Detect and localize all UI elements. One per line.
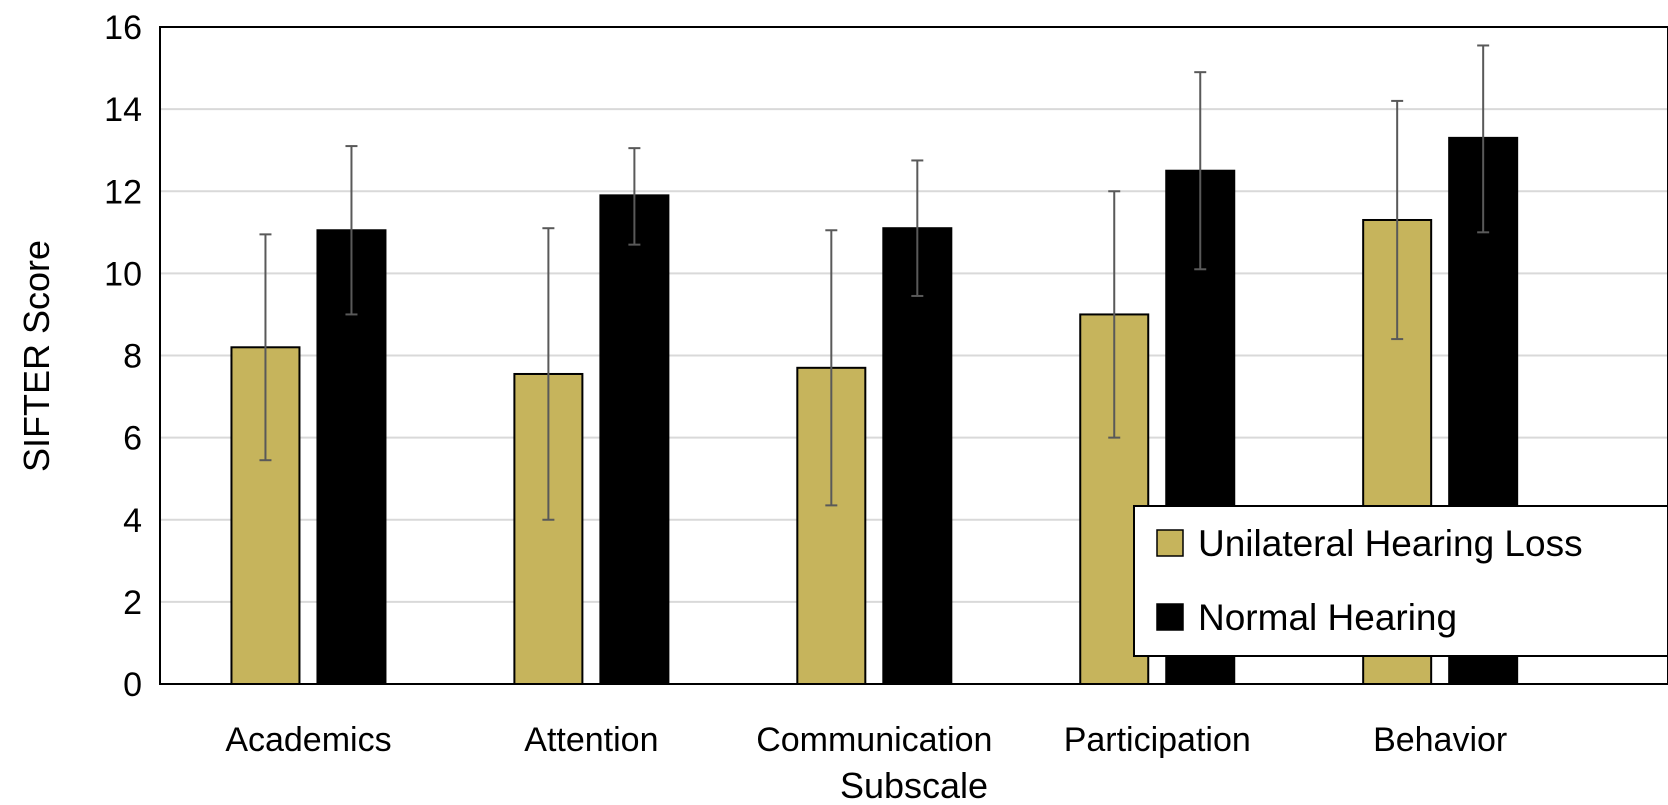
y-tick-label: 12: [104, 173, 142, 211]
bar: [599, 194, 670, 685]
x-tick-label: Behavior: [1373, 721, 1507, 759]
bar: [882, 227, 953, 686]
x-tick-label: Communication: [756, 721, 992, 759]
x-axis-title: Subscale: [840, 765, 988, 805]
legend-swatch-nh: [1156, 603, 1184, 631]
y-axis-title: SIFTER Score: [16, 240, 57, 472]
y-tick-label: 2: [123, 584, 142, 622]
error-bars: [259, 44, 1490, 521]
y-tick-labels: 0 2 4 6 8 10 12 14 16: [104, 9, 142, 704]
y-tick-label: 10: [104, 255, 142, 293]
x-tick-label: Attention: [524, 721, 658, 759]
plot-frame: [159, 26, 1668, 685]
legend-label-nh: Normal Hearing: [1198, 597, 1457, 638]
y-tick-label: 16: [104, 9, 142, 47]
x-tick-label: Academics: [225, 721, 391, 759]
y-tick-label: 14: [104, 91, 142, 129]
y-tick-label: 4: [123, 502, 142, 540]
y-tick-label: 0: [123, 666, 142, 704]
legend-label-uhl: Unilateral Hearing Loss: [1198, 523, 1583, 564]
legend-box: [1133, 505, 1668, 657]
x-tick-labels: Academics Attention Communication Participa…: [225, 721, 1507, 759]
legend-swatch-uhl: [1156, 529, 1184, 557]
y-tick-label: 8: [123, 338, 142, 376]
x-tick-label: Participation: [1064, 721, 1251, 759]
legend: Unilateral Hearing Loss Normal Hearing: [1133, 505, 1668, 657]
y-tick-label: 6: [123, 420, 142, 458]
